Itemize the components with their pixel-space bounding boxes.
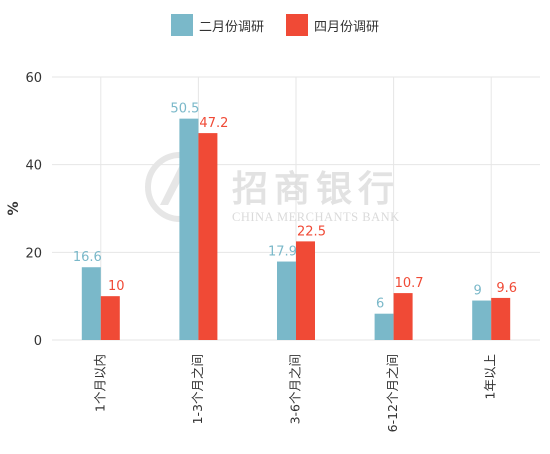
data-label-february: 6 bbox=[376, 297, 384, 312]
data-label-april: 9.6 bbox=[496, 281, 517, 296]
watermark-title: 招商银行 bbox=[232, 168, 401, 210]
data-labels: 16.6 10 50.547.2 17.922.5 6 10.7 9 9.6 bbox=[73, 102, 517, 312]
x-tick-label: 6-12个月之间 bbox=[385, 354, 400, 432]
bar-february bbox=[277, 261, 296, 340]
bar-april bbox=[296, 241, 315, 340]
bar-april bbox=[393, 293, 413, 340]
legend: 二月份调研 四月份调研 bbox=[0, 14, 550, 36]
legend-label-february: 二月份调研 bbox=[198, 19, 264, 35]
axes: 0 20 40 60% 1个月以内 1-3个月之间 3-6个月之间 6-12个月之间 1年以上 bbox=[6, 71, 498, 432]
legend-item-february: 二月份调研 bbox=[170, 14, 264, 36]
watermark-subtitle: CHINA MERCHANTS BANK bbox=[232, 210, 400, 224]
legend-swatch-february bbox=[170, 14, 193, 36]
data-label-february: 16.6 bbox=[73, 250, 102, 265]
y-tick-label: 40 bbox=[25, 159, 42, 174]
x-tick-label: 1年以上 bbox=[483, 354, 498, 399]
bar-february bbox=[472, 300, 492, 340]
legend-label-april: 四月份调研 bbox=[314, 19, 380, 35]
x-tick-label: 1个月以内 bbox=[92, 354, 107, 412]
data-label-february: 17.9 bbox=[268, 245, 297, 260]
data-label-april: 10 bbox=[108, 279, 125, 294]
bar-february bbox=[179, 118, 199, 341]
bar-april bbox=[100, 296, 120, 340]
data-label-february: 9 bbox=[474, 284, 482, 299]
bar-february bbox=[374, 313, 394, 340]
y-tick-label: 20 bbox=[25, 246, 42, 261]
legend-item-april: 四月份调研 bbox=[286, 14, 379, 36]
bar-april bbox=[491, 297, 511, 340]
x-tick-label: 3-6个月之间 bbox=[288, 354, 303, 424]
data-label-april: 10.7 bbox=[395, 276, 424, 291]
x-tick-label: 1-3个月之间 bbox=[190, 354, 205, 424]
data-label-february: 50.5 bbox=[170, 102, 199, 117]
grid bbox=[52, 76, 540, 341]
y-tick-label: 60 bbox=[25, 71, 42, 86]
y-axis-label: % bbox=[6, 201, 22, 215]
data-label-april: 47.2 bbox=[199, 116, 228, 131]
bars bbox=[81, 118, 511, 341]
bar-february bbox=[81, 267, 101, 340]
data-label-april: 22.5 bbox=[297, 224, 326, 239]
y-tick-label: 0 bbox=[34, 334, 42, 349]
bar-april bbox=[198, 133, 218, 340]
legend-swatch-april bbox=[286, 14, 308, 36]
